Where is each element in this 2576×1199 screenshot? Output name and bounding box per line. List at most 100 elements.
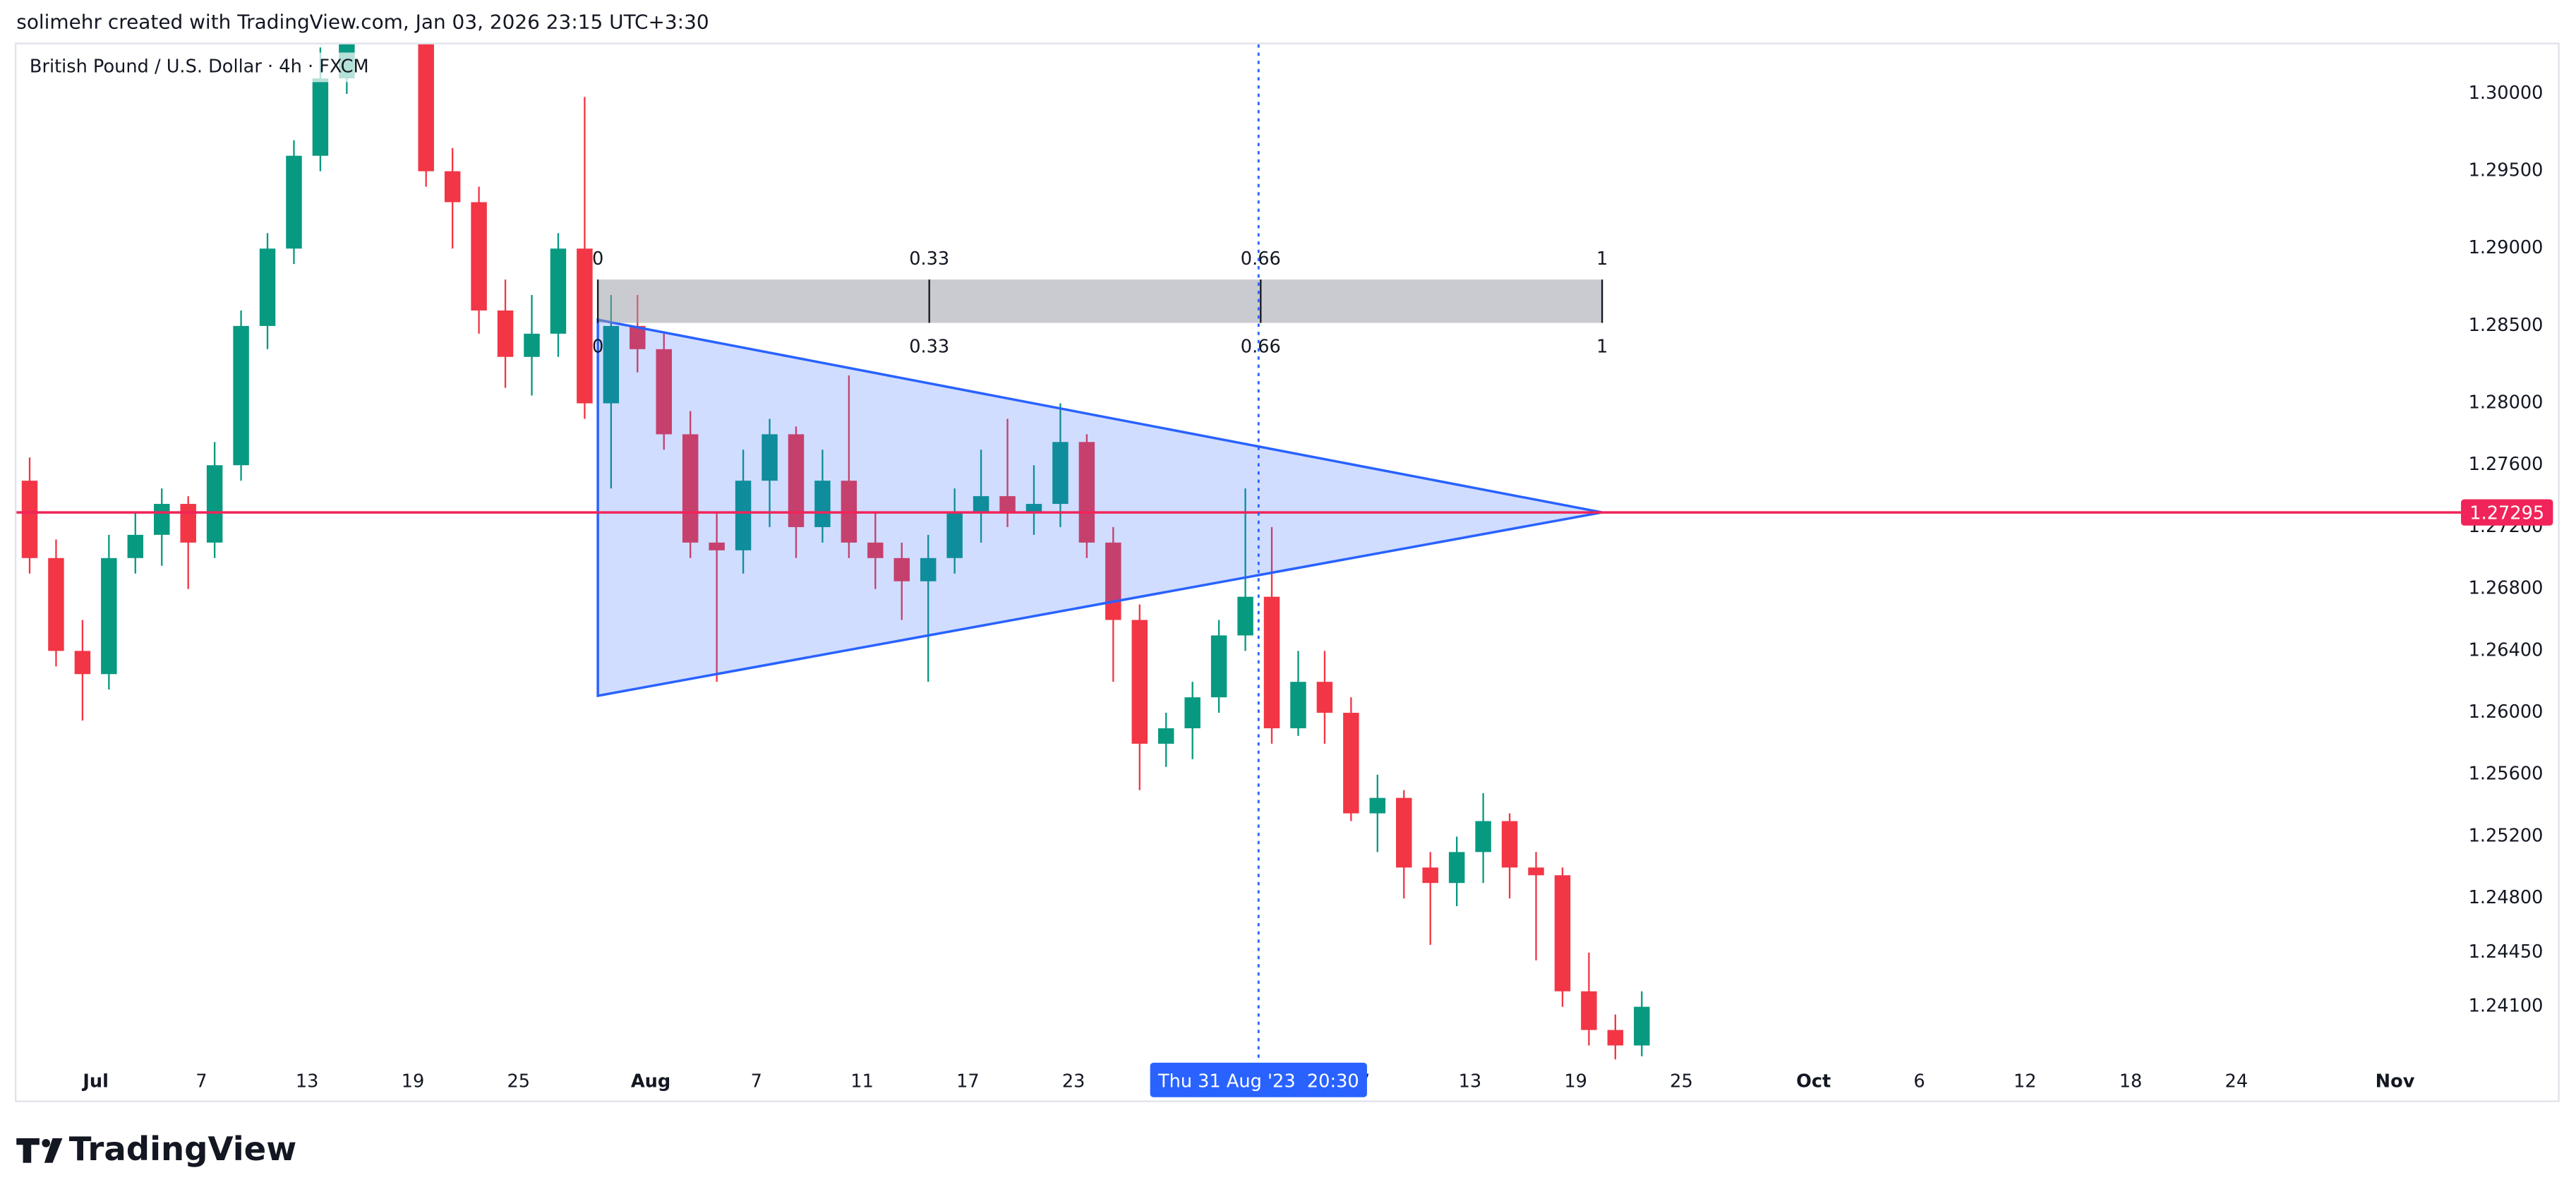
y-tick-label: 1.29500 xyxy=(2469,160,2544,181)
axes: 1.30000 1.29500 1.29000 1.28500 1.28000 1.276… xyxy=(81,83,2553,1097)
candle-body xyxy=(312,78,329,156)
candle-body xyxy=(1396,797,1412,868)
crosshair-label-bg xyxy=(1150,1062,1367,1097)
candle-body xyxy=(999,496,1016,512)
candle-body xyxy=(1634,1006,1650,1046)
candle-body xyxy=(233,325,249,466)
candle-body xyxy=(1554,875,1571,992)
x-tick-label: 24 xyxy=(2225,1071,2249,1092)
fib-zone-band xyxy=(598,279,1603,323)
x-tick-label: 25 xyxy=(1670,1071,1693,1092)
fib-level-label: 0.66 xyxy=(1241,248,1281,270)
candle-body xyxy=(682,434,699,543)
brand: TradingView xyxy=(69,1130,296,1168)
candle-body xyxy=(1369,797,1386,814)
price-label: 1.27295 xyxy=(2469,502,2544,524)
fib-level-label: 1 xyxy=(1596,336,1608,357)
candle-body xyxy=(1263,596,1280,728)
candle-body xyxy=(630,325,646,349)
price-label-bg xyxy=(2461,499,2553,526)
candle-body xyxy=(1290,682,1306,728)
candle-body xyxy=(206,465,223,543)
candle-body xyxy=(1025,504,1042,512)
candle-body xyxy=(709,542,725,550)
candle-body xyxy=(550,248,567,334)
y-tick-label: 1.29000 xyxy=(2469,237,2544,258)
crosshair-label: Thu 31 Aug '23 20:30 xyxy=(1157,1071,1359,1092)
y-tick-label: 1.24800 xyxy=(2469,887,2544,908)
x-tick-label: Jul xyxy=(81,1071,109,1092)
candle-body xyxy=(814,481,831,527)
y-tick-label: 1.27600 xyxy=(2469,454,2544,475)
candle-body xyxy=(1528,867,1544,876)
candle-body xyxy=(444,171,461,203)
candle-body xyxy=(1343,713,1359,814)
candle-body xyxy=(127,534,144,558)
header: solimehr created with TradingView.com, J… xyxy=(16,11,709,34)
candle-body xyxy=(788,434,805,527)
x-tick-label: 18 xyxy=(2119,1071,2143,1092)
candle-body xyxy=(946,511,963,558)
candle-body xyxy=(1131,620,1148,744)
fib-level-label: 0.33 xyxy=(909,336,949,357)
x-tick-label: 11 xyxy=(850,1071,874,1092)
x-tick-label: 7 xyxy=(751,1071,762,1092)
candle-body xyxy=(1052,442,1069,505)
chart-frame xyxy=(14,42,2560,1102)
triangle-drawing xyxy=(596,318,1603,698)
candle-body xyxy=(1501,821,1518,868)
candle-body xyxy=(1448,852,1465,884)
fib-level-label: 0.66 xyxy=(1241,336,1281,357)
candle-body xyxy=(1316,682,1333,713)
candle-body xyxy=(973,496,989,512)
symbol-title: British Pound / U.S. Dollar · 4h · FXCM xyxy=(30,56,369,77)
fib-level-label: 0 xyxy=(592,336,603,357)
fib-level-label: 1 xyxy=(1596,248,1608,270)
x-tick-label: Aug xyxy=(631,1071,670,1092)
candle-body xyxy=(418,44,434,171)
x-tick-label: 23 xyxy=(1062,1071,1085,1092)
candle-body xyxy=(603,325,620,404)
candle-body xyxy=(1158,728,1174,744)
x-tick-label: 19 xyxy=(1564,1071,1587,1092)
candle-body xyxy=(286,155,302,249)
candle-body xyxy=(48,558,64,651)
candle-body xyxy=(920,558,937,582)
candle-body xyxy=(259,248,276,326)
y-tick-label: 1.28500 xyxy=(2469,315,2544,336)
candle-body xyxy=(1581,991,1597,1030)
x-tick-label: 17 xyxy=(956,1071,980,1092)
fib-level-label: 0.33 xyxy=(909,248,949,270)
x-tick-label: 6 xyxy=(1913,1071,1925,1092)
y-tick-label: 1.24450 xyxy=(2469,941,2544,963)
candle-body xyxy=(735,481,752,550)
plot-area: 0 0 0.33 0.33 0.66 0.66 1 1 xyxy=(16,44,2448,1060)
candle-body xyxy=(762,434,778,481)
candle-body xyxy=(577,248,593,404)
candle-body xyxy=(74,651,91,675)
x-tick-label: 12 xyxy=(2014,1071,2037,1092)
x-tick-label: Nov xyxy=(2376,1071,2415,1092)
candle-body xyxy=(21,481,38,558)
y-tick-label: 1.26800 xyxy=(2469,578,2544,599)
candle-body xyxy=(867,542,884,558)
x-tick-label: 13 xyxy=(1459,1071,1482,1092)
candle-body xyxy=(180,504,196,543)
title-bg xyxy=(24,52,362,83)
candle-body xyxy=(1078,442,1095,543)
y-tick-label: 1.30000 xyxy=(2469,83,2544,104)
y-tick-label: 1.25600 xyxy=(2469,764,2544,785)
x-tick-label: 25 xyxy=(507,1071,530,1092)
candle-body xyxy=(1237,596,1253,636)
candle-body xyxy=(524,333,540,357)
y-tick-label: 1.28000 xyxy=(2469,392,2544,414)
x-tick-label: 13 xyxy=(296,1071,319,1092)
candle-body xyxy=(1184,697,1200,728)
candle-body xyxy=(1475,821,1491,852)
x-tick-label: 19 xyxy=(402,1071,425,1092)
brand-logo xyxy=(16,1138,63,1163)
candle-body xyxy=(1607,1030,1624,1046)
y-tick-label: 1.26400 xyxy=(2469,639,2544,661)
